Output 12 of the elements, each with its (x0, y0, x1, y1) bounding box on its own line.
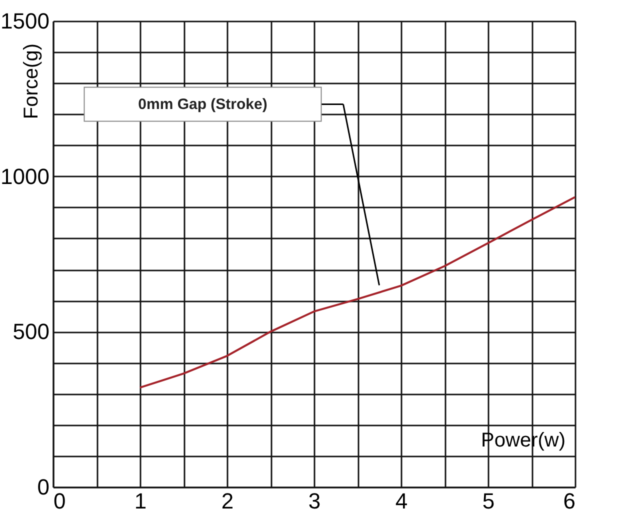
x-tick-label: 0 (54, 488, 66, 514)
line-series (139, 196, 576, 389)
y-tick-label: 1000 (0, 164, 50, 189)
y-axis-title: Force(g) (20, 44, 42, 120)
x-tick-label: 2 (221, 488, 234, 514)
x-tick-label: 1 (134, 488, 147, 514)
y-tick-label: 500 (12, 319, 50, 344)
x-tick-label: 6 (563, 488, 576, 514)
x-tick-label: 3 (308, 488, 321, 514)
x-tick-label: 4 (395, 488, 408, 514)
y-tick-label: 1500 (0, 8, 50, 34)
x-tick-label: 5 (482, 488, 495, 514)
